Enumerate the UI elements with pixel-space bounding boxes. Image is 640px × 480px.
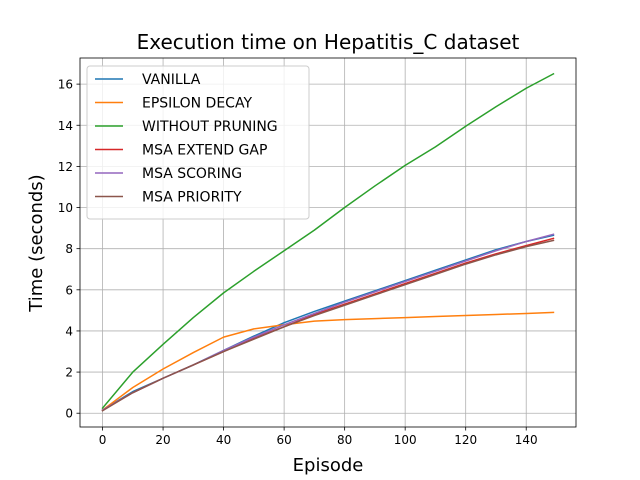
legend-label-without-pruning: WITHOUT PRUNING [142,119,278,135]
x-tick-label: 100 [394,433,417,447]
series-line-msa-priority [101,239,555,412]
axis-ticks: 0 20 40 60 80 100 120 140 0 2 4 6 8 10 12 14 16 [58,78,538,447]
x-axis-label: Episode [293,455,364,476]
series-lines [101,72,555,412]
y-tick-label: 0 [65,407,73,421]
legend-label-vanilla: VANILLA [142,72,201,88]
legend-label-msa-priority: MSA PRIORITY [142,190,242,206]
x-tick-label: 120 [454,433,477,447]
y-tick-label: 12 [58,160,73,174]
y-axis-label: Time (seconds) [26,174,47,312]
x-tick-label: 20 [155,433,170,447]
y-tick-label: 4 [65,324,73,338]
y-tick-label: 8 [65,242,73,256]
legend-label-msa-scoring: MSA SCORING [142,166,242,182]
legend: VANILLA EPSILON DECAY WITHOUT PRUNING MSA E… [86,65,310,220]
x-tick-label: 40 [216,433,231,447]
x-tick-label: 60 [276,433,291,447]
x-tick-label: 0 [99,433,107,447]
chart-title: Execution time on Hepatitis_C dataset [137,30,520,54]
y-tick-label: 2 [65,366,73,380]
legend-label-epsilon-decay: EPSILON DECAY [142,96,252,112]
y-tick-label: 14 [58,119,73,133]
legend-label-msa-extend-gap: MSA EXTEND GAP [142,143,267,159]
y-tick-label: 6 [65,283,73,297]
legend-box [86,65,310,220]
series-line-without-pruning [101,72,555,410]
x-tick-label: 80 [337,433,352,447]
series-line-epsilon-decay [101,311,555,412]
plot-area-frame [79,57,577,428]
y-tick-label: 10 [58,201,73,215]
x-tick-label: 140 [515,433,538,447]
y-tick-label: 16 [58,78,73,92]
